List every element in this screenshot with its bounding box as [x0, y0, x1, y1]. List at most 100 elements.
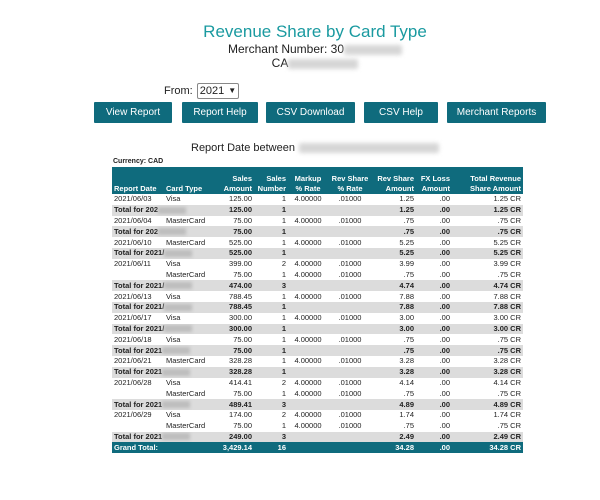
sales-amount-cell: 75.00 — [214, 226, 254, 238]
sales-amount-cell: 525.00 — [214, 247, 254, 259]
rev-share-amount-cell: 3.99 — [372, 258, 416, 270]
view-report-button[interactable]: View Report — [94, 102, 172, 123]
sales-number-cell: 3 — [254, 431, 288, 443]
fx-loss-cell: .00 — [416, 194, 452, 205]
fx-loss-cell: .00 — [416, 237, 452, 248]
total-revenue-cell: 3.00 CR — [452, 312, 523, 324]
sales-number-cell: 16 — [254, 442, 288, 454]
col-header-total-revenue: Total Revenue Share Amount — [452, 167, 523, 194]
rev-share-rate-cell: .01000 — [328, 258, 372, 270]
merchant-reports-button[interactable]: Merchant Reports — [447, 102, 546, 123]
fx-loss-cell: .00 — [416, 226, 452, 238]
total-revenue-cell: 7.88 CR — [452, 291, 523, 302]
fx-loss-cell: .00 — [416, 409, 452, 421]
report-date-cell: 2021/06/13 — [112, 291, 164, 302]
subtotal-row: Total for 2021 328.28 1 3.28.00 3.28 CR — [112, 366, 523, 378]
markup-rate-cell — [288, 366, 328, 378]
rev-share-rate-cell — [328, 366, 372, 378]
sales-number-cell: 2 — [254, 409, 288, 421]
page-title: Revenue Share by Card Type — [203, 22, 427, 41]
redacted-date — [164, 282, 193, 290]
fx-loss-cell: .00 — [416, 204, 452, 216]
csv-download-button[interactable]: CSV Download — [266, 102, 355, 123]
sales-amount-cell: 525.00 — [214, 237, 254, 248]
rev-share-amount-cell: 2.49 — [372, 431, 416, 443]
sales-amount-cell: 300.00 — [214, 323, 254, 335]
merchant-name: CA — [0, 56, 600, 70]
sales-amount-cell: 75.00 — [214, 388, 254, 400]
col-header-card-type: Card Type — [164, 167, 214, 194]
sales-amount-cell: 75.00 — [214, 345, 254, 356]
subtotal-row: Total for 2021/525.00 1 5.25.00 5.25 CR — [112, 247, 523, 259]
rev-share-rate-cell: .01000 — [328, 388, 372, 400]
rev-share-amount-cell: 4.74 — [372, 280, 416, 292]
rev-share-amount-cell: 1.25 — [372, 204, 416, 216]
rev-share-rate-cell — [328, 323, 372, 335]
subtotal-row: Total for 2021 489.41 3 4.89.00 4.89 CR — [112, 399, 523, 410]
sales-number-cell: 1 — [254, 323, 288, 335]
fx-loss-cell: .00 — [416, 247, 452, 259]
sales-amount-cell: 3,429.14 — [214, 442, 254, 454]
card-type-cell: Visa — [164, 194, 214, 205]
col-header-report-date: Report Date — [112, 167, 164, 194]
rev-share-amount-cell: 7.88 — [372, 291, 416, 302]
year-select[interactable]: 2021 ▼ — [196, 83, 240, 99]
sales-number-cell: 1 — [254, 420, 288, 432]
card-type-cell: MasterCard — [164, 215, 214, 227]
table-row: 2021/06/28 Visa 414.41 2 4.00000.01000 4.14.0… — [112, 377, 523, 389]
subtotal-label: Total for 2021/ — [114, 248, 165, 258]
sales-number-cell: 2 — [254, 258, 288, 270]
rev-share-amount-cell: 7.88 — [372, 301, 416, 313]
subtotal-row: Total for 202 75.00 1 .75.00.75 CR — [112, 226, 523, 238]
total-revenue-cell: .75 CR — [452, 420, 523, 432]
rev-share-amount-cell: 5.25 — [372, 247, 416, 259]
rev-share-rate-cell: .01000 — [328, 194, 372, 205]
redacted-date — [158, 228, 187, 236]
sales-amount-cell: 125.00 — [214, 194, 254, 205]
total-revenue-cell: 5.25 CR — [452, 237, 523, 248]
total-revenue-cell: 4.14 CR — [452, 377, 523, 389]
report-date-cell: 2021/06/10 — [112, 237, 164, 248]
sales-number-cell: 1 — [254, 355, 288, 367]
sales-number-cell: 1 — [254, 194, 288, 205]
table-row: MasterCard 75.00 1 4.00000.01000.75.00.75 C… — [112, 269, 523, 281]
markup-rate-cell — [288, 431, 328, 443]
col-header-sales-number: Sales Number — [254, 167, 288, 194]
grand-total-label: Grand Total: — [112, 442, 214, 454]
subtotal-label-cell: Total for 202 — [112, 204, 214, 216]
rev-share-rate-cell — [328, 280, 372, 292]
sales-amount-cell: 489.41 — [214, 399, 254, 410]
markup-rate-cell: 4.00000 — [288, 312, 328, 324]
rev-share-amount-cell: .75 — [372, 334, 416, 346]
col-header-rev-share-amount: Rev Share Amount — [372, 167, 416, 194]
markup-rate-cell: 4.00000 — [288, 237, 328, 248]
total-revenue-cell: 4.89 CR — [452, 399, 523, 410]
total-revenue-cell: .75 CR — [452, 345, 523, 356]
sales-amount-cell: 174.00 — [214, 409, 254, 421]
markup-rate-cell — [288, 301, 328, 313]
rev-share-amount-cell: 3.28 — [372, 355, 416, 367]
rev-share-rate-cell: .01000 — [328, 312, 372, 324]
fx-loss-cell: .00 — [416, 431, 452, 443]
report-date-cell — [112, 269, 164, 281]
card-type-cell: Visa — [164, 409, 214, 421]
sales-number-cell: 1 — [254, 312, 288, 324]
rev-share-amount-cell: .75 — [372, 420, 416, 432]
fx-loss-cell: .00 — [416, 269, 452, 281]
redacted-date — [164, 325, 193, 333]
rev-share-rate-cell — [328, 226, 372, 238]
subtotal-row: Total for 2021 75.00 1 .75.00.75 CR — [112, 345, 523, 356]
total-revenue-cell: 3.00 CR — [452, 323, 523, 335]
subtotal-label: Total for 2021/ — [114, 280, 165, 290]
rev-share-amount-cell: 3.00 — [372, 312, 416, 324]
report-date-cell: 2021/06/18 — [112, 334, 164, 346]
report-help-button[interactable]: Report Help — [182, 102, 258, 123]
sales-amount-cell: 414.41 — [214, 377, 254, 389]
col-header-sales-amount: Sales Amount — [214, 167, 254, 194]
rev-share-amount-cell: .75 — [372, 226, 416, 238]
report-date-cell: 2021/06/04 — [112, 215, 164, 227]
csv-help-button[interactable]: CSV Help — [364, 102, 438, 123]
report-date-label: Report Date between — [191, 142, 295, 154]
redacted-date — [162, 401, 191, 409]
sales-amount-cell: 75.00 — [214, 420, 254, 432]
